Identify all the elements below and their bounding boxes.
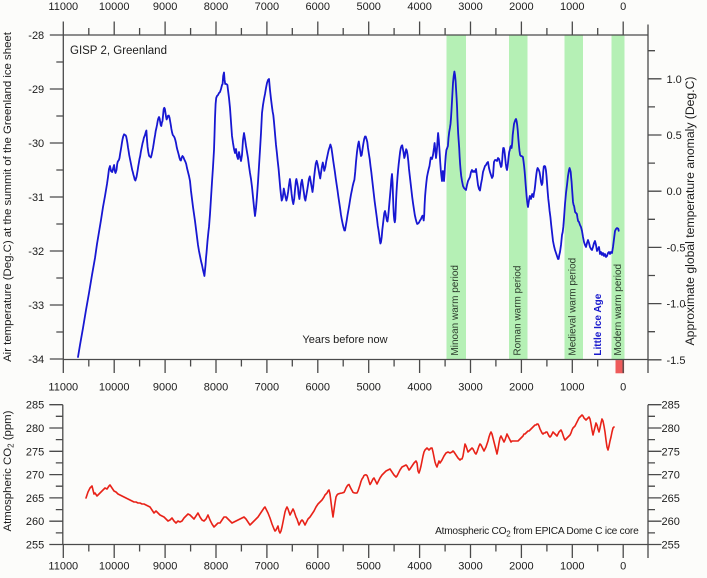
svg-text:6000: 6000 [306,382,330,394]
svg-text:Air temperature (Deg.C) at the: Air temperature (Deg.C) at the summit of… [2,31,14,362]
svg-text:0: 0 [620,382,626,394]
svg-text:-32: -32 [28,246,44,258]
svg-text:1000: 1000 [560,382,584,394]
svg-text:4000: 4000 [407,382,431,394]
svg-text:-30: -30 [28,138,44,150]
svg-text:270: 270 [26,470,44,482]
svg-text:265: 265 [662,493,680,505]
svg-text:10000: 10000 [99,382,130,394]
svg-text:285: 285 [26,400,44,412]
svg-text:1000: 1000 [560,561,584,573]
svg-text:Modern warm period: Modern warm period [613,264,624,356]
svg-text:-0.5: -0.5 [667,242,686,254]
svg-text:0: 0 [620,1,626,13]
svg-text:5000: 5000 [356,1,380,13]
svg-text:7000: 7000 [255,561,279,573]
svg-text:265: 265 [26,493,44,505]
svg-text:11000: 11000 [48,1,78,13]
svg-text:7000: 7000 [255,382,279,394]
svg-text:3000: 3000 [458,1,482,13]
svg-text:Approximate global temperature: Approximate global temperature anomaly (… [683,77,697,346]
svg-text:-31: -31 [28,192,44,204]
svg-text:0: 0 [620,561,626,573]
svg-text:4000: 4000 [407,561,431,573]
svg-text:Years before now: Years before now [302,334,387,346]
svg-text:9000: 9000 [153,382,177,394]
svg-text:2000: 2000 [509,382,533,394]
svg-text:Atmospheric CO2 from EPICA Dom: Atmospheric CO2 from EPICA Dome C ice co… [435,526,639,539]
svg-text:0.0: 0.0 [667,186,682,198]
svg-text:10000: 10000 [99,561,130,573]
svg-text:275: 275 [26,446,44,458]
svg-text:255: 255 [662,540,680,552]
svg-text:5000: 5000 [356,561,380,573]
svg-text:5000: 5000 [356,382,380,394]
svg-text:7000: 7000 [255,1,279,13]
svg-text:6000: 6000 [306,561,330,573]
svg-text:-28: -28 [28,30,44,42]
svg-text:-34: -34 [28,354,44,366]
svg-text:8000: 8000 [204,561,228,573]
svg-text:Minoan warm period: Minoan warm period [450,265,461,356]
svg-text:Roman warm period: Roman warm period [513,266,524,356]
svg-text:260: 260 [26,516,44,528]
svg-text:-33: -33 [28,300,44,312]
svg-text:2000: 2000 [509,1,533,13]
svg-text:275: 275 [662,446,680,458]
svg-text:11000: 11000 [48,382,78,394]
svg-text:3000: 3000 [458,561,482,573]
svg-text:8000: 8000 [204,1,228,13]
svg-text:Medieval warm period: Medieval warm period [568,258,579,356]
svg-text:-1.5: -1.5 [667,355,686,367]
svg-text:-29: -29 [28,84,44,96]
svg-text:GISP 2, Greenland: GISP 2, Greenland [70,45,167,57]
svg-text:270: 270 [662,470,680,482]
svg-text:280: 280 [662,423,680,435]
svg-text:9000: 9000 [153,561,177,573]
svg-text:11000: 11000 [48,561,78,573]
svg-text:1000: 1000 [560,1,584,13]
svg-text:1.0: 1.0 [667,74,682,86]
svg-text:6000: 6000 [306,1,330,13]
svg-text:3000: 3000 [458,382,482,394]
svg-text:255: 255 [26,540,44,552]
svg-text:8000: 8000 [204,382,228,394]
svg-text:-1.0: -1.0 [667,299,686,311]
svg-text:Atmospheric CO2 (ppm): Atmospheric CO2 (ppm) [2,410,16,531]
svg-text:4000: 4000 [407,1,431,13]
svg-text:260: 260 [662,516,680,528]
svg-text:Little Ice Age: Little Ice Age [593,293,604,355]
svg-text:10000: 10000 [99,1,130,13]
svg-text:0.5: 0.5 [667,130,682,142]
svg-text:285: 285 [662,400,680,412]
svg-text:9000: 9000 [153,1,177,13]
svg-text:2000: 2000 [509,561,533,573]
svg-text:280: 280 [26,423,44,435]
